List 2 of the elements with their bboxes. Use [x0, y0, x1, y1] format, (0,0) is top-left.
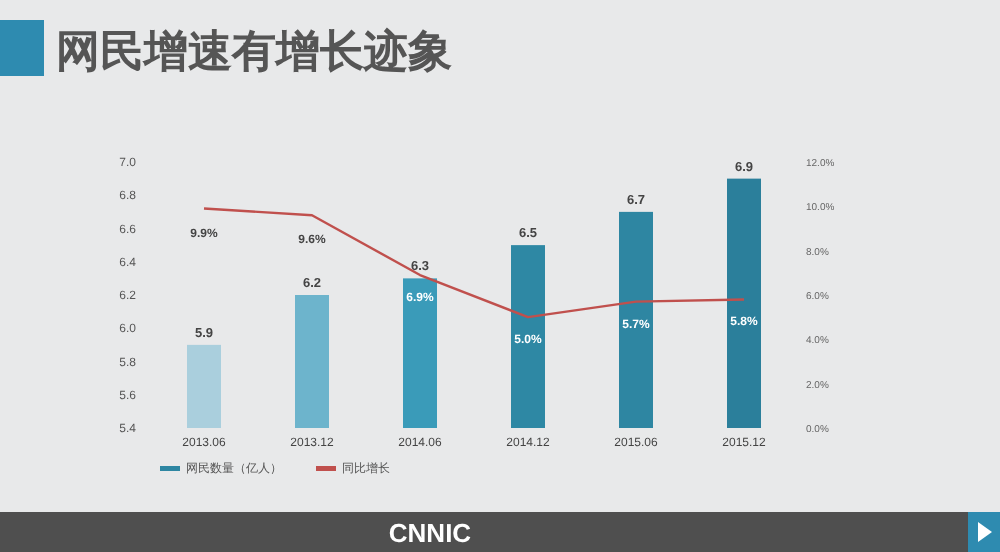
text: CNNIC — [388, 518, 473, 548]
chart-title: 网民增速有增长迹象 — [56, 26, 452, 76]
